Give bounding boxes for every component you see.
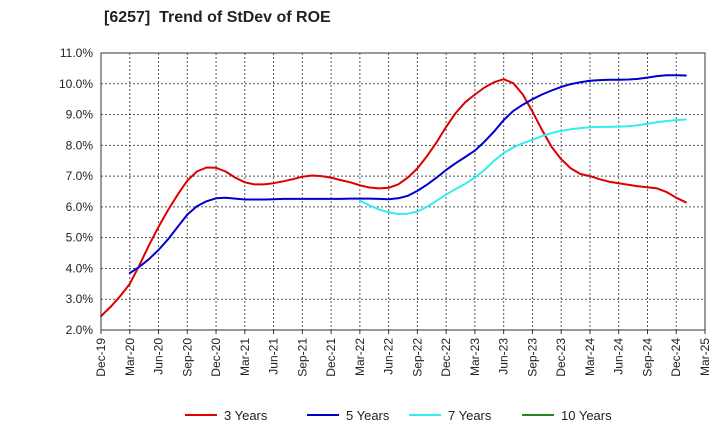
x-tick-label: Mar-23 <box>468 338 482 376</box>
x-tick-label: Jun-24 <box>612 338 626 375</box>
x-tick-label: Jun-22 <box>382 338 396 375</box>
y-tick-label: 10.0% <box>59 77 93 91</box>
x-tick-label: Sep-23 <box>525 338 539 377</box>
legend-label: 5 Years <box>346 408 390 423</box>
legend-label: 3 Years <box>224 408 268 423</box>
y-tick-label: 3.0% <box>66 292 94 306</box>
legend-label: 7 Years <box>448 408 492 423</box>
x-tick-label: Mar-25 <box>698 338 712 376</box>
x-tick-label: Mar-20 <box>123 338 137 376</box>
x-tick-label: Jun-23 <box>497 338 511 375</box>
x-tick-label: Sep-20 <box>180 338 194 377</box>
series-line-3-years <box>100 78 687 318</box>
plot-area <box>101 53 705 330</box>
x-tick-label: Dec-24 <box>669 338 683 377</box>
x-tick-label: Dec-22 <box>439 338 453 377</box>
plot-frame <box>100 52 706 331</box>
x-tick-label: Jun-21 <box>267 338 281 375</box>
y-tick-label: 4.0% <box>66 261 94 275</box>
y-tick-label: 8.0% <box>66 138 94 152</box>
chart-title: [6257] Trend of StDev of ROE <box>104 9 331 26</box>
x-tick-label: Mar-24 <box>583 338 597 376</box>
x-tick-label: Mar-21 <box>238 338 252 376</box>
x-tick-label: Mar-22 <box>353 338 367 376</box>
x-tick-label: Sep-21 <box>295 338 309 377</box>
y-tick-label: 11.0% <box>60 46 93 60</box>
y-tick-label: 6.0% <box>66 200 94 214</box>
y-tick-label: 9.0% <box>66 108 94 122</box>
x-tick-label: Sep-24 <box>640 338 654 377</box>
series-line-7-years <box>358 118 687 215</box>
x-tick-label: Sep-22 <box>410 338 424 377</box>
x-tick-label: Dec-21 <box>324 338 338 377</box>
x-tick-label: Dec-23 <box>554 338 568 377</box>
x-tick-label: Dec-19 <box>94 338 108 377</box>
legend-label: 10 Years <box>561 408 612 423</box>
y-tick-label: 2.0% <box>66 323 94 337</box>
x-tick-label: Jun-20 <box>152 338 166 375</box>
y-tick-label: 7.0% <box>66 169 94 183</box>
x-tick-label: Dec-20 <box>209 338 223 377</box>
y-tick-label: 5.0% <box>66 231 94 245</box>
series-line-5-years <box>128 74 687 275</box>
